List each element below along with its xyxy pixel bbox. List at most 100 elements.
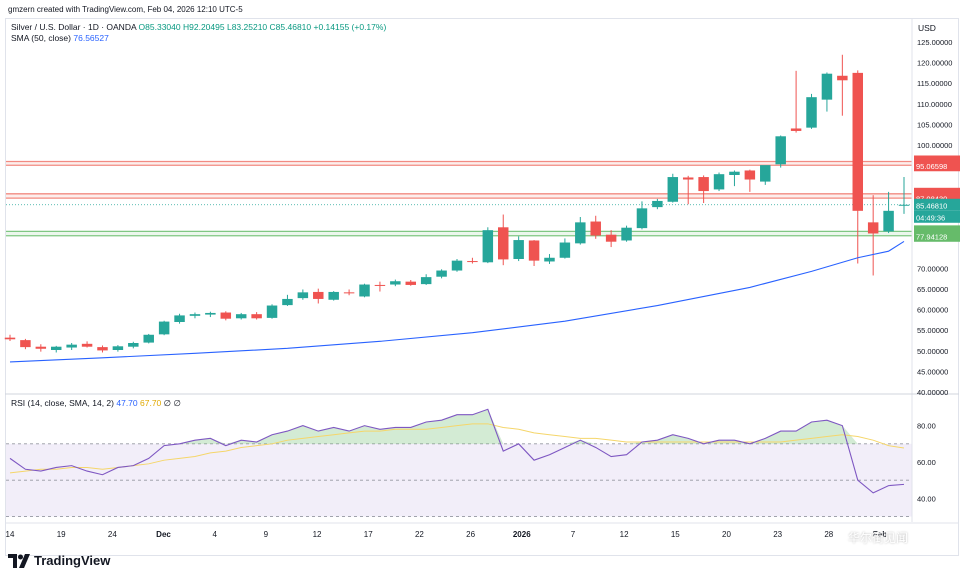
countdown-tag: 04:49:36 bbox=[916, 213, 945, 222]
level-zone bbox=[6, 161, 912, 166]
candle-body bbox=[81, 343, 93, 347]
candle-body bbox=[66, 344, 77, 348]
candle-body bbox=[513, 240, 524, 259]
candle-body bbox=[790, 128, 802, 131]
candle-body bbox=[4, 337, 16, 340]
candle-body bbox=[883, 210, 894, 232]
price-tick-label: 125.00000 bbox=[917, 38, 952, 47]
ohlc-high: H92.20495 bbox=[183, 22, 225, 32]
candle-body bbox=[128, 343, 139, 347]
time-tick-label: 4 bbox=[212, 530, 217, 539]
rsi-tick-label: 80.00 bbox=[917, 422, 936, 431]
brand[interactable]: TradingView bbox=[8, 553, 110, 568]
candle-body bbox=[806, 97, 817, 128]
candle-body bbox=[636, 208, 648, 229]
rsi-sma-value: 67.70 bbox=[140, 398, 162, 408]
currency-label: USD bbox=[918, 23, 936, 33]
candle-body bbox=[112, 346, 124, 350]
current-price-tag-bg bbox=[914, 198, 960, 211]
candle-body bbox=[359, 284, 370, 297]
candle-body bbox=[174, 315, 185, 322]
chart-frame bbox=[5, 18, 959, 556]
candle-body bbox=[451, 260, 463, 271]
level-price-tag: 77.94128 bbox=[916, 232, 947, 241]
candle-body bbox=[760, 165, 771, 182]
price-tick-label: 70.00000 bbox=[917, 264, 948, 273]
rsi-legend[interactable]: RSI (14, close, SMA, 14, 2) 47.70 67.70 … bbox=[11, 398, 181, 409]
rsi-lines bbox=[9, 408, 905, 494]
candle-body bbox=[775, 136, 786, 165]
sma-value: 76.56527 bbox=[73, 33, 109, 43]
rsi-bands bbox=[6, 443, 912, 517]
time-tick-label: 20 bbox=[722, 530, 731, 539]
rsi-tick-label: 40.00 bbox=[917, 494, 936, 503]
candle-body bbox=[621, 227, 632, 241]
candle-body bbox=[282, 298, 293, 306]
time-tick-label: 23 bbox=[773, 530, 782, 539]
rsi-line bbox=[9, 408, 905, 494]
symbol-legend: Silver / U.S. Dollar · 1D · OANDA O85.33… bbox=[11, 22, 386, 32]
price-tick-label: 105.00000 bbox=[917, 120, 952, 129]
price-tick-label: 55.00000 bbox=[917, 326, 948, 335]
time-tick-label: 14 bbox=[6, 530, 15, 539]
candle-body bbox=[575, 222, 586, 244]
candle-body bbox=[51, 346, 62, 350]
tradingview-logo-icon bbox=[8, 553, 30, 568]
candles bbox=[4, 54, 910, 353]
candle-body bbox=[343, 292, 355, 294]
level-price-tag-bg bbox=[914, 229, 960, 242]
candle-body bbox=[251, 314, 262, 319]
candle-body bbox=[528, 240, 540, 261]
candle-body bbox=[467, 261, 478, 263]
price-tick-label: 115.00000 bbox=[917, 79, 952, 88]
candle-body bbox=[374, 284, 386, 286]
sma-legend[interactable]: SMA (50, close) 76.56527 bbox=[11, 33, 109, 43]
created-by-text: gmzern created with TradingView.com, Feb… bbox=[8, 5, 243, 14]
time-tick-label: 22 bbox=[415, 530, 424, 539]
candle-body bbox=[189, 314, 201, 316]
ohlc-close: C85.46810 bbox=[269, 22, 312, 32]
candle-body bbox=[667, 177, 679, 202]
sma-label: SMA (50, close) bbox=[11, 33, 71, 43]
candle-body bbox=[313, 291, 324, 299]
axes: USD 125.00000 120.00000 115.00000 110.00000 1… bbox=[5, 18, 959, 539]
candle-body bbox=[220, 312, 232, 319]
candle-body bbox=[390, 281, 401, 285]
ohlc-open: O85.33040 bbox=[138, 22, 181, 32]
rsi-label: RSI (14, close, SMA, 14, 2) bbox=[11, 398, 114, 408]
candle-body bbox=[143, 334, 154, 343]
time-tick-label: Dec bbox=[156, 530, 171, 539]
candle-body bbox=[436, 270, 447, 277]
time-tick-label: 12 bbox=[620, 530, 629, 539]
price-tick-label: 100.00000 bbox=[917, 141, 952, 150]
price-labels: 95.9797495.0659888.1345387.0843079.01273… bbox=[914, 155, 960, 242]
candle-body bbox=[205, 312, 216, 315]
candle-body bbox=[698, 177, 709, 192]
price-tick-label: 120.00000 bbox=[917, 59, 952, 68]
symbol-title[interactable]: Silver / U.S. Dollar · 1D · OANDA bbox=[11, 22, 137, 32]
candle-body bbox=[266, 305, 278, 318]
candle-body bbox=[559, 242, 571, 258]
level-price-tag: 95.06598 bbox=[916, 162, 947, 171]
price-tick-label: 110.00000 bbox=[917, 100, 952, 109]
time-tick-label: Feb bbox=[873, 530, 887, 539]
time-tick-label: 7 bbox=[571, 530, 576, 539]
rsi-tick-label: 60.00 bbox=[917, 458, 936, 467]
watermark: 华尔街见闻 bbox=[848, 531, 909, 545]
candle-body bbox=[605, 234, 617, 242]
ohlc-change: +0.14155 (+0.17%) bbox=[313, 22, 387, 32]
candle-body bbox=[837, 75, 848, 81]
sma-50-line bbox=[9, 240, 905, 363]
price-tick-label: 50.00000 bbox=[917, 347, 948, 356]
ohlc-low: L83.25210 bbox=[226, 22, 268, 32]
candle-body bbox=[20, 340, 31, 348]
candle-body bbox=[498, 227, 509, 260]
sma-line bbox=[9, 240, 905, 363]
level-zone bbox=[6, 193, 912, 199]
candle-body bbox=[97, 347, 108, 351]
time-tick-label: 26 bbox=[466, 530, 475, 539]
candle-body bbox=[682, 177, 694, 180]
time-tick-label: 19 bbox=[57, 530, 66, 539]
countdown-tag-bg bbox=[914, 210, 960, 223]
